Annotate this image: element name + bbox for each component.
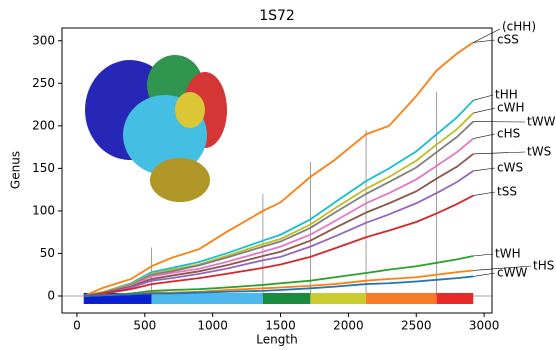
annotation: (cHH): [502, 20, 536, 34]
x-tick-label: 2500: [401, 319, 432, 333]
domain-bar: [437, 293, 474, 304]
x-tick-label: 1000: [197, 319, 228, 333]
y-tick-label: 250: [32, 76, 55, 90]
series-label: tWH: [495, 247, 521, 261]
leader-line: [473, 29, 500, 42]
domain-bar: [310, 293, 366, 304]
domain-bar: [366, 293, 437, 304]
series-label: cSS: [497, 33, 519, 47]
x-axis-label: Length: [256, 333, 297, 347]
y-axis-label: Genus: [9, 151, 23, 189]
y-tick-label: 50: [40, 246, 55, 260]
leader-line: [473, 95, 493, 100]
series-label: cHS: [497, 127, 520, 141]
x-tick-label: 0: [73, 319, 81, 333]
series-label: cWH: [497, 101, 525, 115]
x-tick-label: 2000: [333, 319, 364, 333]
y-tick-label: 300: [32, 33, 55, 47]
y-tick-label: 200: [32, 118, 55, 132]
domain-bar: [263, 293, 311, 304]
y-tick-label: 100: [32, 203, 55, 217]
leader-line: [473, 254, 493, 256]
series-label: cWS: [497, 161, 523, 175]
leader-line: [473, 152, 525, 154]
series-label: tWS: [527, 145, 551, 159]
y-tick-label: 0: [47, 288, 55, 302]
x-tick-label: 500: [133, 319, 156, 333]
series-label: tSS: [497, 185, 517, 199]
chart: 1S72 Length Genus 0500100015002000250030…: [0, 0, 556, 350]
y-tick-label: 150: [32, 161, 55, 175]
chart-title: 1S72: [259, 8, 295, 24]
series-label: tHH: [495, 88, 518, 102]
series-label: tHS: [533, 259, 554, 273]
series-label: cWW: [497, 266, 527, 280]
series-line: [84, 154, 474, 296]
molecule-image: [85, 55, 227, 202]
series-label: tWW: [527, 115, 556, 129]
x-tick-label: 3000: [469, 319, 500, 333]
domain-bar: [152, 293, 263, 304]
x-tick-label: 1500: [265, 319, 296, 333]
